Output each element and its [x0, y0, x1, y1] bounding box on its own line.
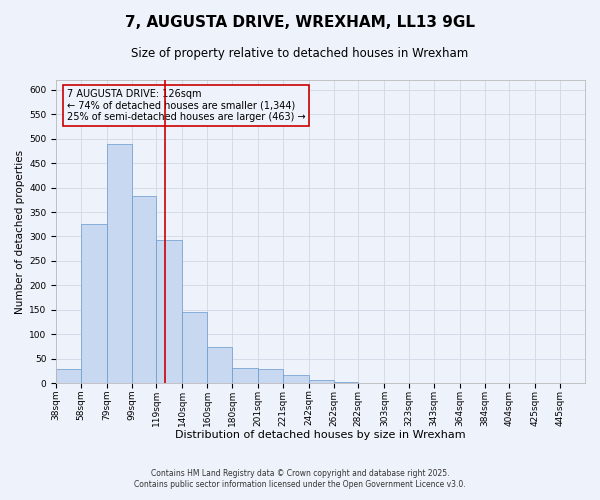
Bar	[157, 240, 182, 383]
Bar	[107, 144, 131, 383]
Bar	[81, 224, 107, 383]
Bar	[309, 380, 334, 383]
Bar	[232, 368, 258, 383]
Text: Contains HM Land Registry data © Crown copyright and database right 2025.: Contains HM Land Registry data © Crown c…	[151, 468, 449, 477]
Text: 7, AUGUSTA DRIVE, WREXHAM, LL13 9GL: 7, AUGUSTA DRIVE, WREXHAM, LL13 9GL	[125, 15, 475, 30]
Text: Contains public sector information licensed under the Open Government Licence v3: Contains public sector information licen…	[134, 480, 466, 489]
Bar	[56, 368, 81, 383]
Bar	[182, 312, 207, 383]
Bar	[207, 346, 232, 383]
Y-axis label: Number of detached properties: Number of detached properties	[15, 150, 25, 314]
Bar	[283, 375, 309, 383]
Bar	[131, 196, 157, 383]
Bar	[258, 368, 283, 383]
Bar	[334, 382, 358, 383]
Text: Size of property relative to detached houses in Wrexham: Size of property relative to detached ho…	[131, 48, 469, 60]
X-axis label: Distribution of detached houses by size in Wrexham: Distribution of detached houses by size …	[175, 430, 466, 440]
Text: 7 AUGUSTA DRIVE: 126sqm
← 74% of detached houses are smaller (1,344)
25% of semi: 7 AUGUSTA DRIVE: 126sqm ← 74% of detache…	[67, 89, 305, 122]
